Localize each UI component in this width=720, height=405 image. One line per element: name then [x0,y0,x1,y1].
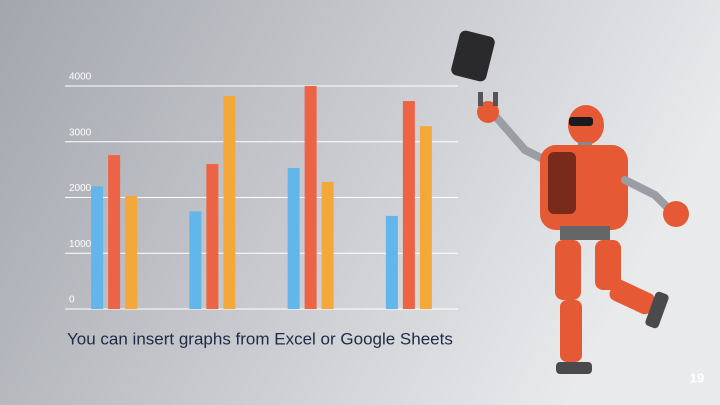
bar [125,195,138,309]
bar [287,167,300,309]
robot [451,30,689,374]
chart: 0 1000 2000 3000 4000 [65,72,458,310]
bar [206,164,219,309]
bar [402,101,415,310]
page-number: 19 [690,370,704,385]
bar [223,96,236,309]
bar [304,86,317,309]
y-tick-label: 0 [69,295,75,306]
y-tick-label: 1000 [69,239,92,250]
bar [385,215,398,309]
bar [321,181,334,309]
phone [451,30,495,82]
y-tick-label: 2000 [69,183,92,194]
caption: You can insert graphs from Excel or Goog… [67,329,453,348]
y-tick-label: 3000 [69,127,92,138]
bar [91,186,104,309]
bar [419,126,432,309]
bar [189,211,202,309]
bar [108,155,121,309]
y-tick-label: 4000 [69,72,92,83]
